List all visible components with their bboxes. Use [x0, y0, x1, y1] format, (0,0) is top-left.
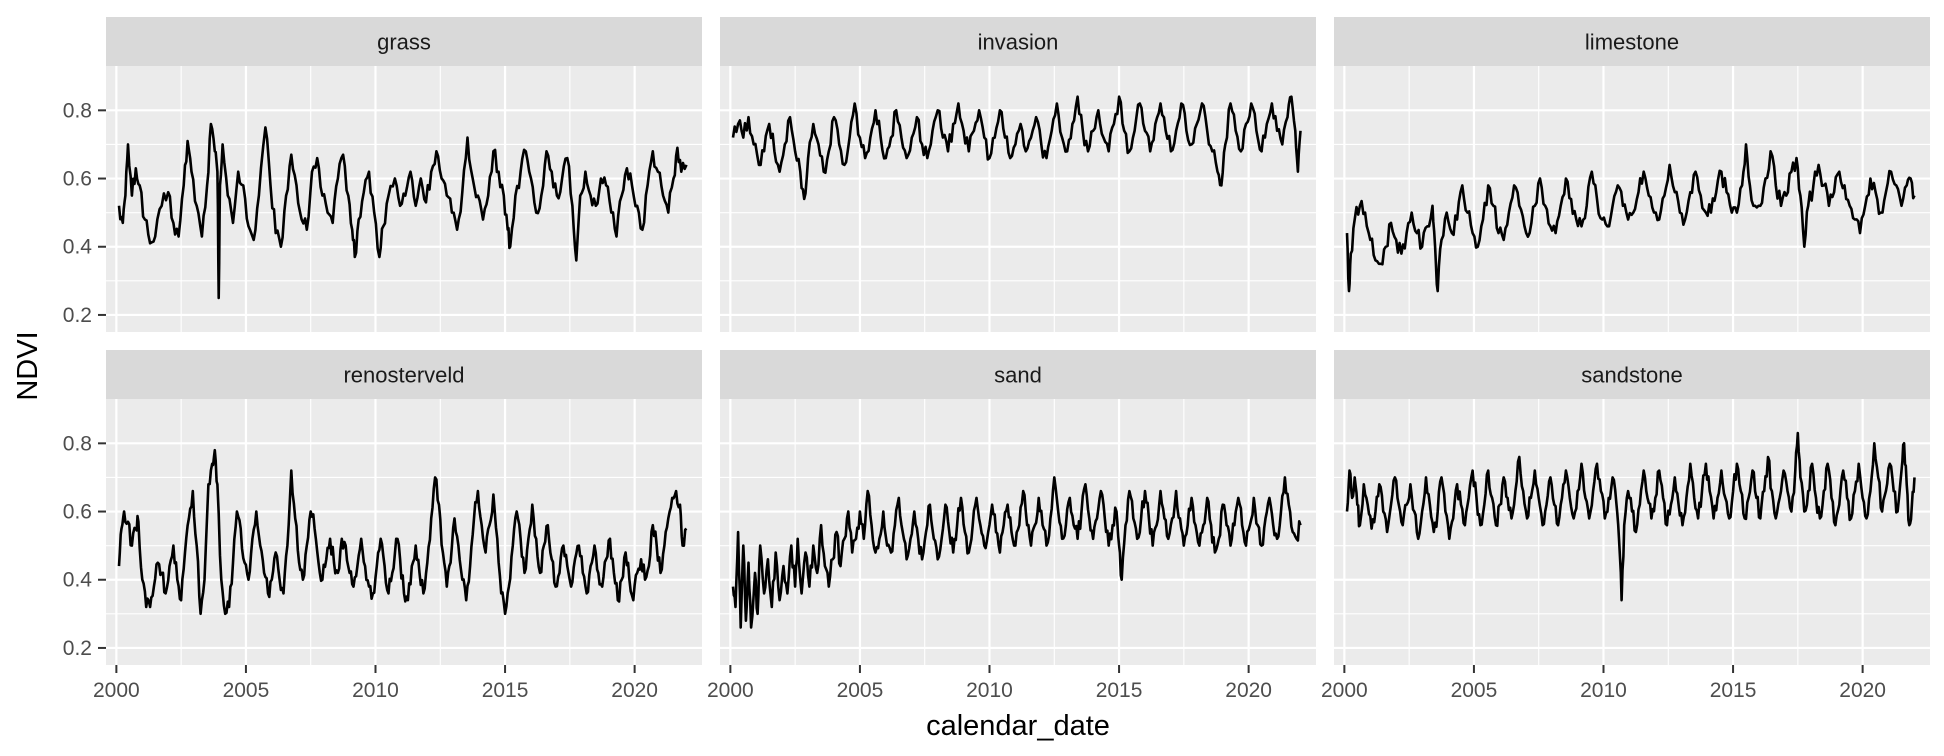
- facet-strip-label: renosterveld: [343, 363, 464, 388]
- facet-strip: [720, 17, 1316, 66]
- y-axis-title: NDVI: [12, 331, 44, 400]
- facet-strip: [106, 17, 702, 66]
- facet-panel-sandstone: sandstone: [1334, 350, 1930, 665]
- facet-strip: [720, 350, 1316, 399]
- x-axis-title: calendar_date: [926, 710, 1110, 742]
- x-tick-label: 2010: [1580, 679, 1627, 702]
- facet-strip-label: invasion: [978, 30, 1059, 55]
- x-tick-label: 2020: [611, 679, 658, 702]
- x-tick-label: 2005: [223, 679, 270, 702]
- facet-panel-renosterveld: renosterveld: [106, 350, 702, 665]
- y-tick-label: 0.4: [63, 236, 93, 259]
- facet-strip-label: grass: [377, 30, 431, 55]
- panel-background: [720, 66, 1316, 332]
- facet-strip: [1334, 350, 1930, 399]
- panel-background: [1334, 66, 1930, 332]
- facet-panel-invasion: invasion: [720, 17, 1316, 332]
- x-tick-label: 2020: [1839, 679, 1886, 702]
- y-tick-label: 0.6: [63, 168, 92, 191]
- x-tick-label: 2000: [1321, 679, 1368, 702]
- y-axis-row-1: 0.2 0.4 0.6 0.8: [63, 99, 106, 327]
- facet-strip-label: limestone: [1585, 30, 1679, 55]
- y-tick-label: 0.8: [63, 432, 92, 455]
- series-line-limestone: [1345, 143, 1916, 293]
- series-line-grass: [117, 122, 688, 300]
- facet-panels: grass invasion limestone renosterveld sand sa…: [106, 17, 1930, 665]
- series-line-renosterveld: [117, 448, 688, 616]
- x-tick-label: 2015: [1710, 679, 1757, 702]
- facet-strip-label: sandstone: [1581, 363, 1683, 388]
- x-tick-label: 2010: [352, 679, 399, 702]
- y-tick-label: 0.4: [63, 569, 93, 592]
- y-tick-label: 0.6: [63, 501, 92, 524]
- y-tick-label: 0.2: [63, 304, 92, 327]
- panel-background: [1334, 399, 1930, 665]
- facet-strip-label: sand: [994, 363, 1042, 388]
- x-tick-label: 2000: [707, 679, 754, 702]
- facet-strip: [106, 350, 702, 399]
- x-tick-label: 2010: [966, 679, 1013, 702]
- y-tick-label: 0.2: [63, 637, 92, 660]
- x-tick-label: 2005: [837, 679, 884, 702]
- y-tick-label: 0.8: [63, 99, 92, 122]
- x-tick-label: 2000: [93, 679, 140, 702]
- x-tick-label: 2005: [1451, 679, 1498, 702]
- x-axes: 2000 2005 2010 2015 2020 2000 2005 2010 2015 2020…: [93, 665, 1886, 702]
- x-axis-sandstone: 2000 2005 2010 2015 2020: [1321, 665, 1886, 702]
- facet-strip: [1334, 17, 1930, 66]
- y-axis-row-2: 0.2 0.4 0.6 0.8: [63, 432, 106, 660]
- facet-panel-sand: sand: [720, 350, 1316, 665]
- y-axes: 0.2 0.4 0.6 0.8 0.2 0.4 0.6 0.8: [63, 99, 106, 660]
- x-axis-sand: 2000 2005 2010 2015 2020: [707, 665, 1272, 702]
- facet-panel-grass: grass: [106, 17, 702, 332]
- x-axis-renosterveld: 2000 2005 2010 2015 2020: [93, 665, 658, 702]
- series-line-sand: [731, 476, 1302, 629]
- x-tick-label: 2020: [1225, 679, 1272, 702]
- series-line-sandstone: [1345, 431, 1916, 602]
- facet-panel-limestone: limestone: [1334, 17, 1930, 332]
- x-tick-label: 2015: [482, 679, 529, 702]
- x-tick-label: 2015: [1096, 679, 1143, 702]
- series-line-invasion: [731, 95, 1302, 201]
